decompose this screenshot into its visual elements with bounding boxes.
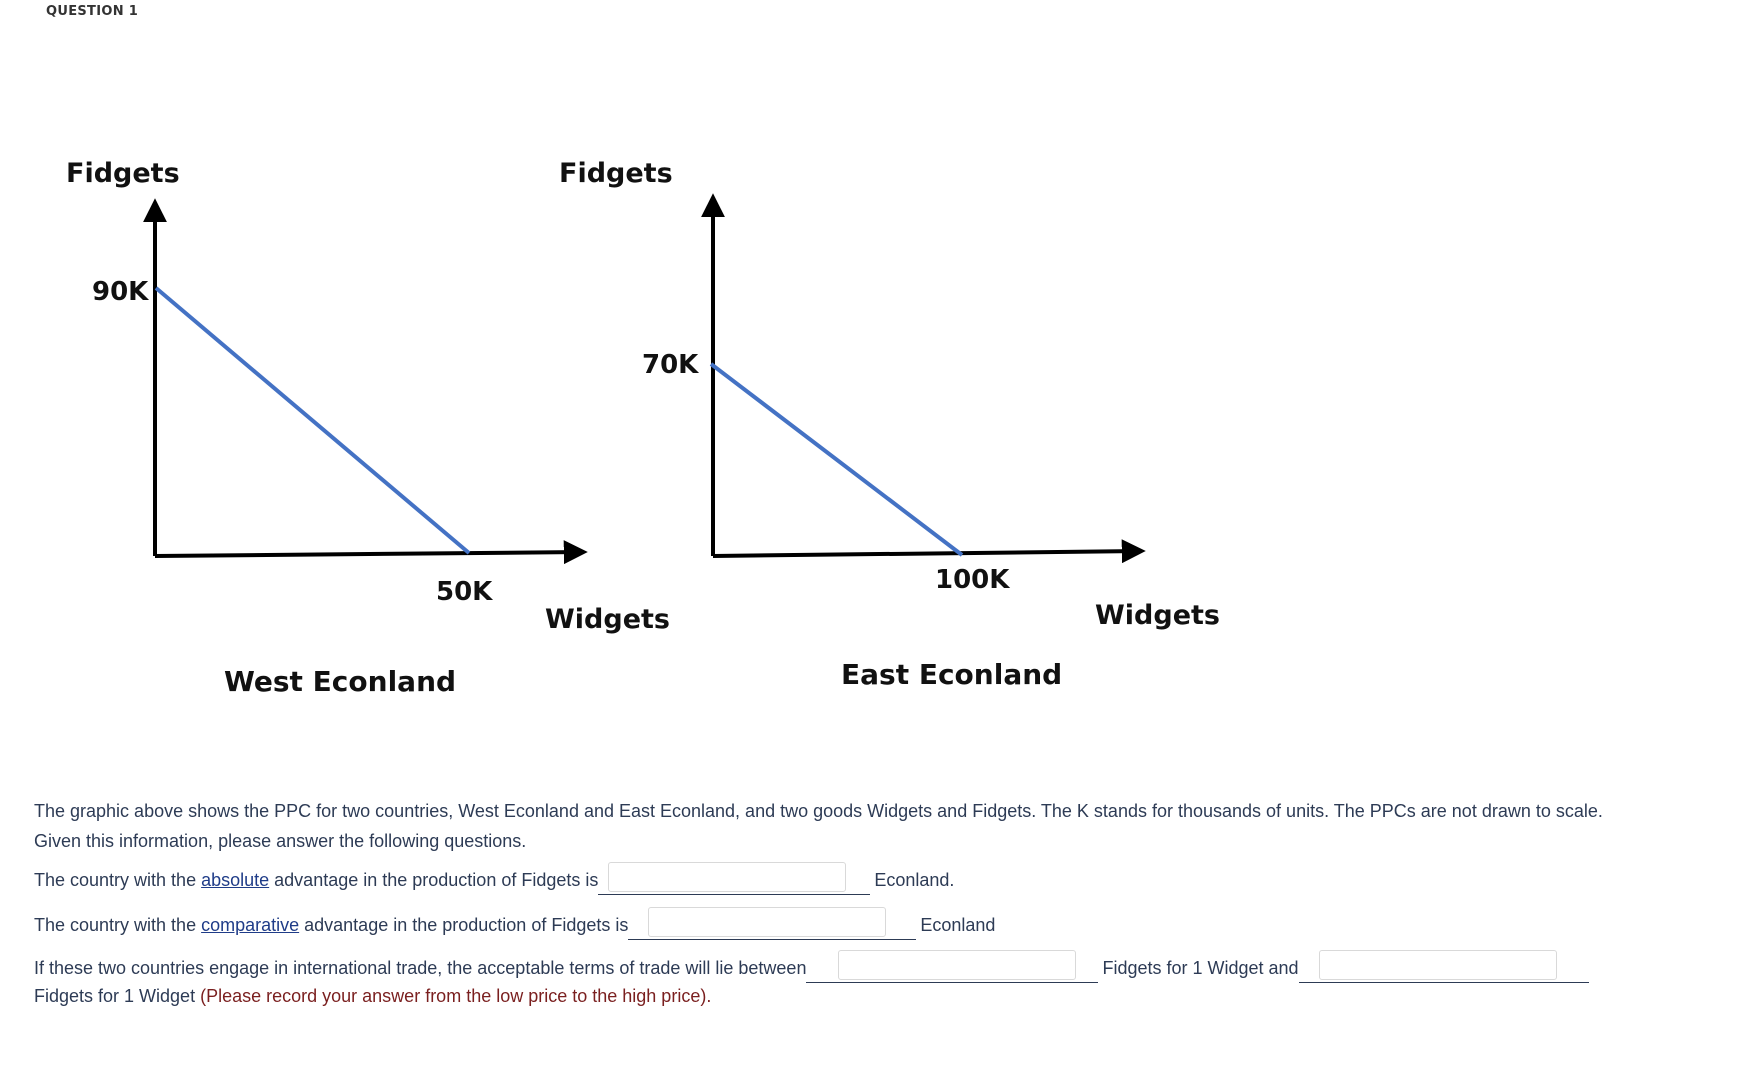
absolute-prefix: The country with the bbox=[34, 869, 202, 890]
comparative-keyword: comparative bbox=[201, 914, 300, 935]
terms-middle: Fidgets for 1 Widget and bbox=[1102, 957, 1299, 978]
absolute-blank bbox=[598, 862, 871, 895]
question-body: The graphic above shows the PPC for two … bbox=[34, 796, 1734, 1009]
absolute-keyword: absolute bbox=[201, 869, 270, 890]
east-x-axis bbox=[712, 539, 1146, 564]
terms-question-line-2: Fidgets for 1 Widget (Please record your… bbox=[34, 983, 1734, 1009]
east-x-intercept-label: 100K bbox=[935, 565, 1010, 595]
comparative-advantage-question: The country with the comparative advanta… bbox=[34, 907, 1734, 940]
terms-prefix: If these two countries engage in interna… bbox=[34, 957, 807, 978]
ppc-svg: Fidgets 90K 50K Widgets West Econland Fi… bbox=[66, 158, 1220, 698]
east-y-axis-label: Fidgets bbox=[559, 158, 673, 189]
west-x-axis bbox=[154, 540, 588, 565]
absolute-middle: advantage in the production of Fidgets i… bbox=[269, 869, 599, 890]
terms-note: (Please record your answer from the low … bbox=[200, 986, 712, 1006]
comparative-middle: advantage in the production of Fidgets i… bbox=[299, 914, 629, 935]
comparative-blank bbox=[628, 907, 917, 940]
absolute-answer-input[interactable] bbox=[608, 862, 847, 892]
comparative-suffix: Econland bbox=[920, 914, 996, 935]
comparative-answer-input[interactable] bbox=[648, 907, 887, 937]
ppc-graphic: Fidgets 90K 50K Widgets West Econland Fi… bbox=[66, 158, 1220, 698]
west-y-intercept-label: 90K bbox=[92, 277, 149, 307]
absolute-advantage-question: The country with the absolute advantage … bbox=[34, 862, 1734, 895]
terms-of-trade-question: If these two countries engage in interna… bbox=[34, 950, 1734, 983]
east-ppc-line bbox=[709, 362, 964, 557]
terms-high-answer-input[interactable] bbox=[1318, 950, 1557, 980]
east-y-intercept-label: 70K bbox=[642, 350, 699, 380]
east-country-label: East Econland bbox=[841, 658, 1062, 691]
terms-high-blank bbox=[1298, 950, 1589, 983]
question-number: QUESTION 1 bbox=[46, 4, 139, 19]
terms-low-blank bbox=[806, 950, 1099, 983]
west-y-axis-label: Fidgets bbox=[66, 158, 180, 189]
west-country-label: West Econland bbox=[224, 665, 456, 698]
west-econland-chart: Fidgets 90K 50K Widgets West Econland bbox=[66, 158, 670, 698]
absolute-suffix: Econland. bbox=[874, 869, 955, 890]
east-econland-chart: Fidgets 70K 100K Widgets East Econland bbox=[559, 158, 1220, 691]
west-ppc-line bbox=[154, 286, 471, 555]
west-x-axis-label: Widgets bbox=[545, 604, 670, 635]
terms-low-answer-input[interactable] bbox=[838, 950, 1077, 980]
terms-line2-text: Fidgets for 1 Widget bbox=[34, 986, 196, 1006]
description-line-2: Given this information, please answer th… bbox=[34, 831, 527, 851]
west-x-intercept-label: 50K bbox=[436, 577, 493, 607]
description-line-1: The graphic above shows the PPC for two … bbox=[34, 801, 1603, 821]
comparative-prefix: The country with the bbox=[34, 914, 202, 935]
east-x-axis-label: Widgets bbox=[1095, 600, 1220, 631]
